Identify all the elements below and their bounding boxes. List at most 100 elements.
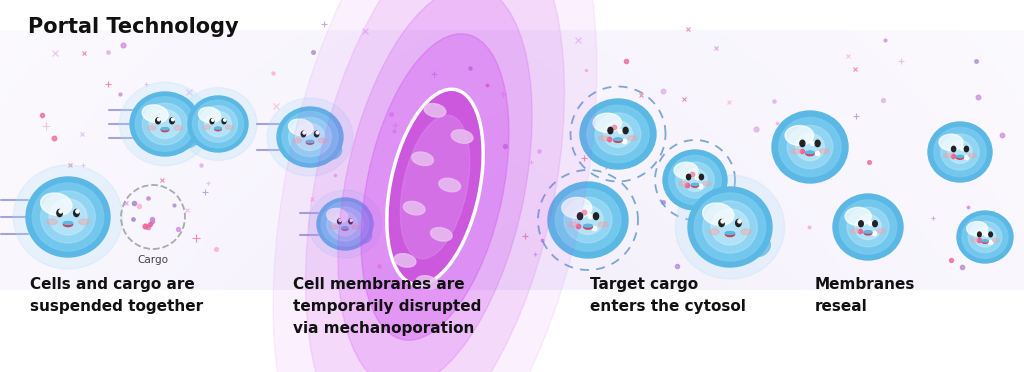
Ellipse shape xyxy=(691,183,698,186)
Text: Cargo: Cargo xyxy=(137,255,169,265)
Ellipse shape xyxy=(305,0,564,372)
Ellipse shape xyxy=(683,169,708,192)
Ellipse shape xyxy=(41,193,72,215)
Ellipse shape xyxy=(278,107,343,167)
Ellipse shape xyxy=(63,222,73,224)
Circle shape xyxy=(212,119,214,121)
Ellipse shape xyxy=(416,276,438,289)
Ellipse shape xyxy=(676,175,784,279)
Ellipse shape xyxy=(578,213,583,219)
Ellipse shape xyxy=(548,182,628,258)
Ellipse shape xyxy=(439,178,461,192)
Ellipse shape xyxy=(142,103,187,145)
Ellipse shape xyxy=(79,219,89,225)
Ellipse shape xyxy=(967,222,988,236)
Ellipse shape xyxy=(567,222,578,227)
Circle shape xyxy=(316,131,318,134)
Ellipse shape xyxy=(624,127,628,134)
Ellipse shape xyxy=(598,222,608,227)
Ellipse shape xyxy=(749,237,770,257)
Ellipse shape xyxy=(325,145,342,159)
Ellipse shape xyxy=(314,131,318,137)
Ellipse shape xyxy=(957,211,1013,263)
Ellipse shape xyxy=(941,134,979,170)
Ellipse shape xyxy=(859,221,863,227)
Ellipse shape xyxy=(772,111,848,183)
Circle shape xyxy=(350,219,352,221)
Ellipse shape xyxy=(33,183,103,251)
Ellipse shape xyxy=(562,198,592,218)
Ellipse shape xyxy=(203,125,210,129)
Ellipse shape xyxy=(338,0,532,372)
Ellipse shape xyxy=(306,141,313,142)
Ellipse shape xyxy=(333,212,357,236)
Ellipse shape xyxy=(676,162,714,198)
Ellipse shape xyxy=(975,227,995,247)
Ellipse shape xyxy=(845,207,871,225)
Ellipse shape xyxy=(962,216,1008,258)
Ellipse shape xyxy=(267,98,353,176)
Ellipse shape xyxy=(691,184,698,187)
Ellipse shape xyxy=(948,141,972,163)
Ellipse shape xyxy=(342,227,348,229)
Ellipse shape xyxy=(699,174,703,180)
Ellipse shape xyxy=(779,118,841,177)
Ellipse shape xyxy=(593,113,622,132)
Ellipse shape xyxy=(711,209,749,245)
Ellipse shape xyxy=(317,198,373,250)
Circle shape xyxy=(172,118,174,121)
Ellipse shape xyxy=(719,219,724,227)
Ellipse shape xyxy=(702,201,758,253)
Ellipse shape xyxy=(295,124,325,151)
Ellipse shape xyxy=(282,112,338,163)
Ellipse shape xyxy=(179,87,257,160)
Ellipse shape xyxy=(800,140,805,147)
Ellipse shape xyxy=(318,138,327,143)
Ellipse shape xyxy=(142,105,168,123)
Ellipse shape xyxy=(189,131,205,145)
Ellipse shape xyxy=(41,191,95,243)
Ellipse shape xyxy=(934,127,986,177)
Ellipse shape xyxy=(555,189,621,251)
Ellipse shape xyxy=(613,138,623,142)
Text: Membranes
reseal: Membranes reseal xyxy=(815,277,915,314)
Ellipse shape xyxy=(225,125,233,129)
Ellipse shape xyxy=(403,201,425,215)
Ellipse shape xyxy=(725,232,734,234)
Ellipse shape xyxy=(608,127,613,134)
Ellipse shape xyxy=(674,162,698,179)
Ellipse shape xyxy=(180,132,199,148)
Ellipse shape xyxy=(833,194,903,260)
Ellipse shape xyxy=(791,149,801,154)
Ellipse shape xyxy=(49,199,87,235)
Ellipse shape xyxy=(978,232,981,237)
Ellipse shape xyxy=(156,118,161,124)
Ellipse shape xyxy=(850,229,859,233)
Ellipse shape xyxy=(215,127,221,131)
Ellipse shape xyxy=(956,155,964,159)
Ellipse shape xyxy=(584,224,593,227)
Ellipse shape xyxy=(702,203,734,225)
Ellipse shape xyxy=(628,136,637,141)
Ellipse shape xyxy=(703,182,711,186)
Text: Cells and cargo are
suspended together: Cells and cargo are suspended together xyxy=(30,277,203,314)
Ellipse shape xyxy=(161,128,169,132)
Ellipse shape xyxy=(989,232,992,237)
Ellipse shape xyxy=(412,152,433,166)
Ellipse shape xyxy=(342,227,348,230)
Ellipse shape xyxy=(74,209,79,217)
Ellipse shape xyxy=(13,165,123,269)
Ellipse shape xyxy=(361,34,509,340)
Ellipse shape xyxy=(806,151,814,155)
Ellipse shape xyxy=(669,155,721,205)
Circle shape xyxy=(223,119,226,121)
Ellipse shape xyxy=(992,238,999,242)
Ellipse shape xyxy=(452,130,473,143)
Ellipse shape xyxy=(740,229,752,235)
Ellipse shape xyxy=(26,177,110,257)
Ellipse shape xyxy=(289,119,313,136)
Ellipse shape xyxy=(308,190,381,258)
Ellipse shape xyxy=(135,97,195,151)
Ellipse shape xyxy=(161,128,169,130)
Text: Portal Technology: Portal Technology xyxy=(28,17,239,37)
